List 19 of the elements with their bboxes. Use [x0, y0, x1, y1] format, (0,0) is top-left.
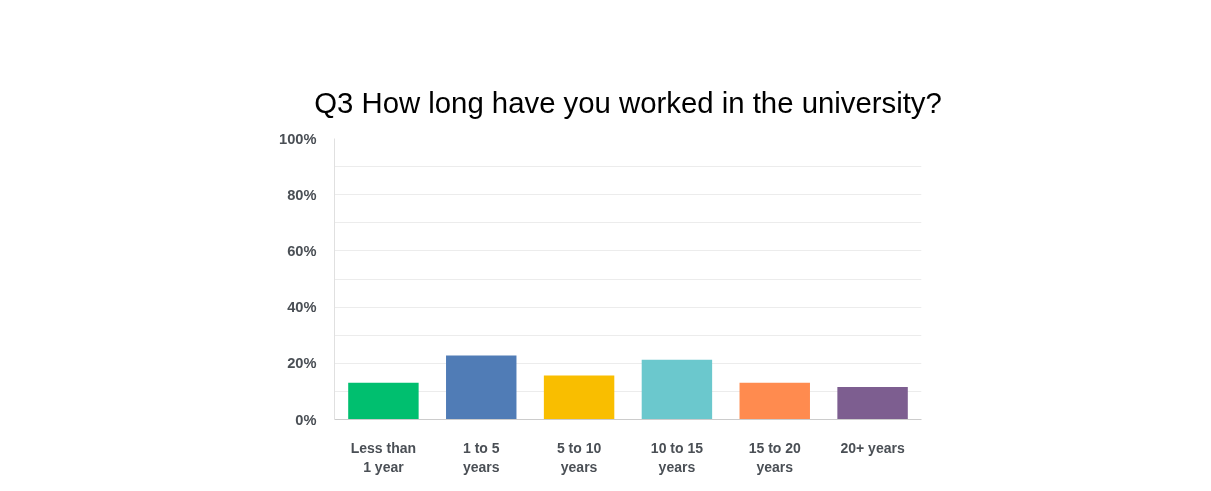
y-tick-label: 60%	[287, 242, 317, 259]
x-tick-label: 5 to 10 years	[556, 439, 602, 475]
x-tick-label: 10 to 15 years	[650, 439, 704, 475]
chart-title: Q3 How long have you worked in the university?	[314, 85, 942, 119]
x-tick-label: 15 to 20 years	[748, 439, 802, 475]
x-tick-label: Less than 1 year	[350, 439, 417, 475]
x-tick-label: 1 to 5 years	[462, 439, 500, 475]
bar	[641, 359, 713, 420]
bar	[837, 386, 908, 420]
y-tick-label: 100%	[279, 130, 317, 147]
bar	[739, 382, 810, 420]
bar	[348, 382, 419, 420]
bar	[543, 375, 615, 420]
y-tick-label: 80%	[287, 186, 317, 203]
y-tick-label: 0%	[295, 411, 317, 428]
x-tick-label: 20+ years	[840, 439, 905, 456]
y-tick-label: 40%	[287, 299, 317, 316]
y-tick-label: 20%	[287, 355, 317, 372]
bar	[446, 355, 517, 420]
